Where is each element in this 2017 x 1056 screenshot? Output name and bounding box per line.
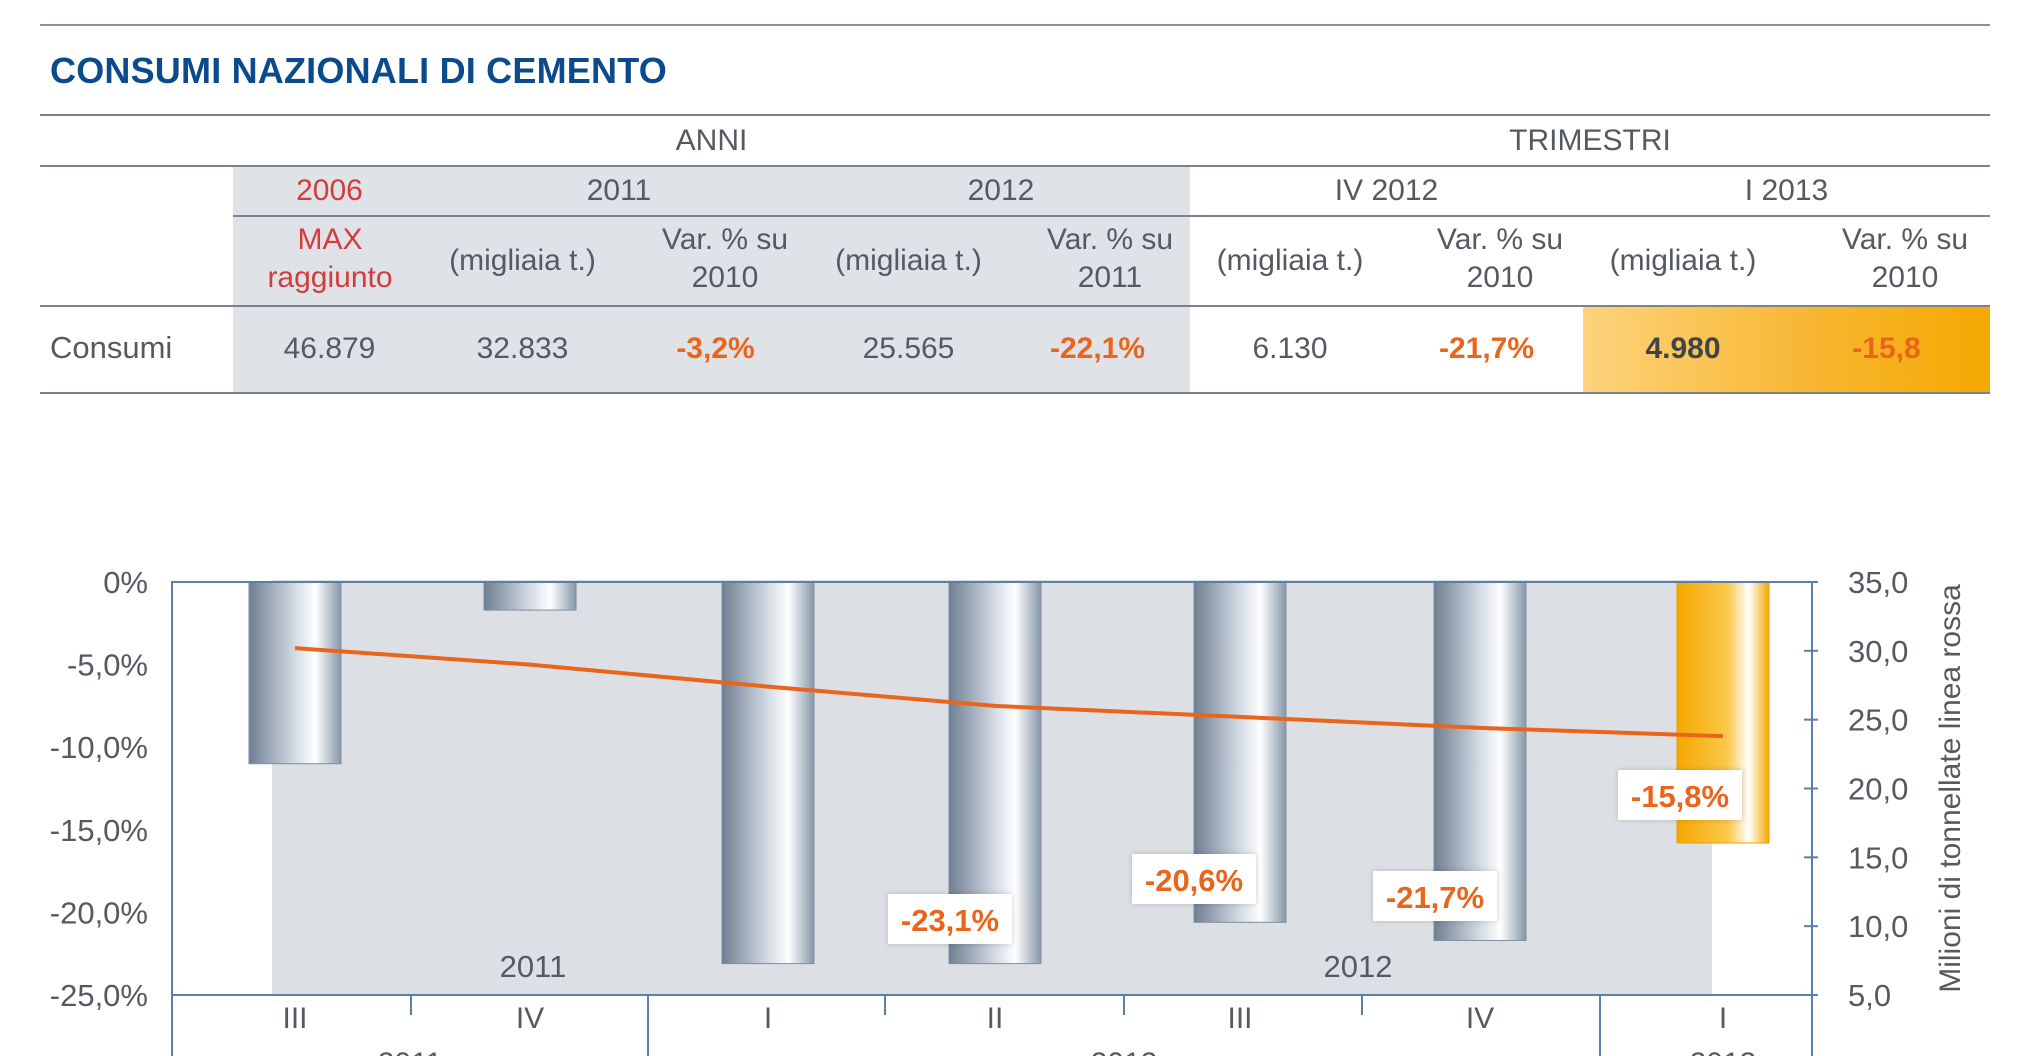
annual-columns-background [233,166,1190,394]
x-category-label: I [1719,1002,1727,1035]
table-rule [40,114,1990,116]
inner-year-label: 2012 [1324,949,1393,984]
period-header: 2012 [967,174,1035,207]
x-category-label: IV [516,1002,544,1035]
sub-header: (migliaia t.) [1609,244,1757,277]
data-label: -23,1% [901,903,999,938]
table-cell: 46.879 [283,332,376,365]
table-rule [233,215,1990,217]
y-left-tick-label: -15,0% [50,813,148,848]
sub-header: Var. % su 2010 [1436,223,1564,294]
chart: -23,1% -20,6% -21,7% -15,8% 2011 2012 0% -5,0%… [50,565,1967,1056]
table-cell: -21,7% [1438,332,1535,365]
x-year-label: 2011 [378,1047,443,1056]
table-cell: 32.833 [476,332,569,365]
period-header: 2011 [586,174,652,207]
x-category-label: IV [1466,1002,1494,1035]
group-header-anni: ANNI [675,124,748,157]
table-rule [40,165,1990,167]
y-right-axis-title: Milioni di tonnellate linea rossa [1934,584,1967,993]
y-right-tick-label: 20,0 [1848,772,1908,807]
table-cell: -22,1% [1049,332,1146,365]
inner-year-label: 2011 [500,949,567,984]
y-left-tick-label: -25,0% [50,978,148,1013]
y-left-tick-label: -5,0% [67,648,148,683]
table-cell: -3,2% [676,332,755,365]
table-cell: 6.130 [1252,332,1328,365]
sub-header: (migliaia t.) [449,244,596,277]
sub-header: MAX raggiunto [267,223,393,294]
y-right-tick-label: 15,0 [1848,840,1908,875]
bar [248,581,342,765]
period-header: I 2013 [1744,174,1829,207]
table-cell: 4.980 [1645,332,1721,365]
table-rule [40,392,1990,394]
data-label-box [1132,854,1256,904]
data-label-box [1373,871,1497,921]
x-category-label: II [987,1002,1004,1035]
x-category-label: III [1227,1002,1252,1035]
data-label-box [1618,770,1742,820]
row-label: Consumi [50,330,173,365]
sub-header: Var. % su 2011 [1046,223,1174,294]
y-left-tick-label: -10,0% [50,730,148,765]
bar [721,581,815,965]
line-series [294,646,1724,739]
data-label: -15,8% [1631,779,1729,814]
sub-header: Var. % su 2010 [661,223,789,294]
y-right-tick-label: 30,0 [1848,634,1908,669]
x-year-label: 2013 [1690,1047,1757,1056]
table-rule [40,305,1990,307]
data-label-box [888,894,1012,944]
period-header: 2006 [296,174,363,207]
table-cell: -15,8 [1852,332,1921,365]
highlight-cell-background [1583,306,1990,392]
plot-frame [171,581,1813,1056]
top-rule [40,24,1990,26]
y-right-tick-label: 35,0 [1848,565,1908,600]
data-label: -21,7% [1386,880,1484,915]
page-title: CONSUMI NAZIONALI DI CEMENTO [50,50,667,91]
group-header-trimestri: TRIMESTRI [1509,124,1671,157]
y-right-tick-label: 25,0 [1848,703,1908,738]
x-category-label: III [282,1002,307,1035]
x-category-label: I [764,1002,772,1035]
consumption-table: ANNI TRIMESTRI 2006 2011 2012 IV 2012 I … [40,114,1990,394]
y-right-tick-label: 10,0 [1848,909,1908,944]
sub-header: (migliaia t.) [1216,244,1364,277]
y-left-tick-label: -20,0% [50,895,148,930]
y-left-tick-label: 0% [103,565,148,600]
data-label: -20,6% [1145,863,1243,898]
x-year-label: 2012 [1091,1047,1158,1056]
bar [483,581,577,611]
table-cell: 25.565 [862,332,955,365]
period-header: IV 2012 [1334,174,1439,207]
sub-header: (migliaia t.) [835,244,982,277]
y-right-tick-label: 5,0 [1848,978,1891,1013]
sub-header: Var. % su 2010 [1841,223,1969,294]
